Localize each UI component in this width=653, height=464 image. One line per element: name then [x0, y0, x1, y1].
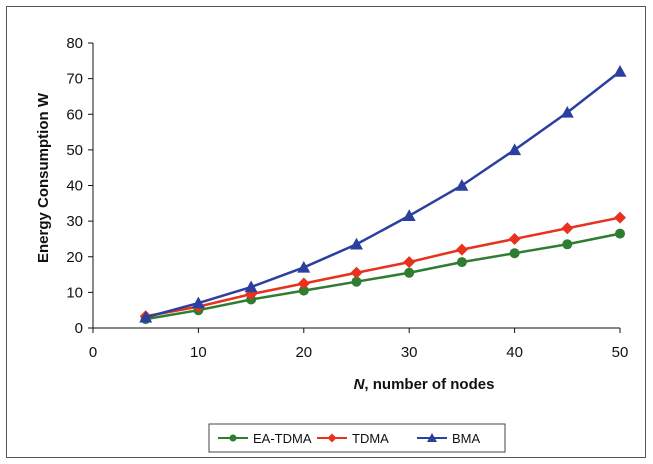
y-tick-label: 40 [66, 178, 83, 195]
data-point [455, 179, 469, 191]
data-point [561, 222, 574, 235]
x-tick-label: 20 [295, 344, 312, 361]
axes: 0 10 20 30 40 50 60 70 80 0 10 20 30 40 50 [66, 35, 628, 361]
series-bma [139, 65, 627, 323]
y-tick-label: 30 [66, 213, 83, 230]
legend-swatch-marker [427, 433, 437, 442]
y-tick-label: 20 [66, 249, 83, 266]
chart-frame [6, 6, 646, 458]
data-point [562, 239, 573, 250]
legend-label: TDMA [352, 431, 389, 446]
series-layer [139, 65, 627, 325]
series-line [145, 232, 621, 321]
legend-swatch-marker [229, 434, 237, 442]
series-tdma [139, 211, 626, 323]
legend: EA-TDMA TDMA BMA [218, 431, 481, 446]
x-tick-label: 10 [190, 344, 207, 361]
legend-label: BMA [452, 431, 481, 446]
y-tick-label: 50 [66, 142, 83, 159]
data-point [404, 267, 415, 278]
y-tick-label: 80 [66, 35, 83, 52]
x-tick-label: 50 [612, 344, 629, 361]
data-point [244, 280, 258, 293]
x-tick-label: 30 [401, 344, 418, 361]
x-axis-title-italic: N [354, 376, 366, 393]
data-point [351, 276, 362, 287]
data-point [350, 266, 363, 279]
data-point [615, 228, 625, 239]
data-point [455, 243, 468, 256]
y-tick-label: 0 [75, 320, 83, 337]
legend-item-ea-tdma: EA-TDMA [218, 431, 312, 446]
x-axis-title: N, number of nodes [354, 376, 495, 393]
series-ea-tdma [140, 228, 625, 325]
series-line [145, 216, 621, 318]
data-point [614, 211, 626, 224]
data-point [402, 209, 416, 221]
data-point [403, 256, 416, 269]
y-tick-label: 70 [66, 71, 83, 88]
data-point [613, 65, 627, 77]
data-point [560, 105, 574, 118]
legend-box [208, 423, 506, 453]
x-tick-label: 40 [506, 344, 523, 361]
data-point [139, 310, 153, 323]
data-point [456, 257, 467, 268]
y-tick-label: 60 [66, 106, 83, 123]
data-point [191, 296, 205, 309]
x-tick-label: 0 [89, 344, 97, 361]
series-line [145, 70, 621, 319]
legend-item-tdma: TDMA [317, 431, 389, 446]
legend-label: EA-TDMA [253, 431, 312, 446]
data-point [509, 248, 520, 259]
x-axis-title-rest: , number of nodes [364, 376, 494, 393]
data-point [508, 143, 522, 156]
data-point [350, 237, 363, 250]
legend-item-bma: BMA [417, 431, 481, 446]
data-point [297, 277, 310, 290]
data-point [298, 285, 309, 296]
data-point [297, 260, 311, 273]
legend-swatch-marker [327, 433, 337, 443]
data-point [508, 232, 521, 245]
y-tick-label: 10 [66, 284, 83, 301]
y-axis-title: Energy Consumption W [35, 92, 52, 263]
